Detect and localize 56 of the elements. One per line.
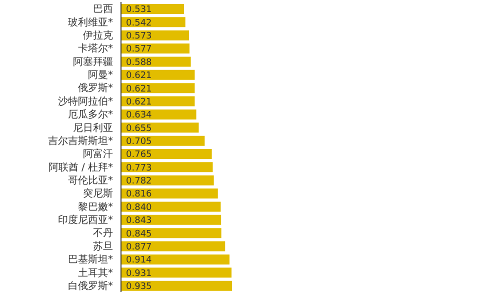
y-tick-label: 印度尼西亚*	[58, 214, 113, 226]
data-label: 0.840	[126, 202, 152, 213]
data-label: 0.531	[126, 5, 152, 16]
y-tick-label: 俄罗斯*	[78, 82, 113, 94]
y-tick-label: 尼日利亚	[73, 122, 113, 134]
data-label: 0.773	[126, 163, 152, 174]
y-tick-label: 哥伦比亚*	[68, 174, 113, 187]
bar	[121, 149, 212, 159]
data-label: 0.542	[126, 18, 152, 28]
data-label: 0.931	[126, 268, 152, 279]
data-label: 0.816	[126, 190, 152, 200]
data-label: 0.843	[126, 216, 152, 226]
bar	[121, 175, 214, 186]
data-label: 0.705	[126, 137, 152, 148]
data-label: 0.877	[126, 242, 152, 252]
y-tick-label: 巴西	[93, 4, 113, 16]
y-tick-label: 厄瓜多尔*	[68, 108, 113, 121]
bar	[121, 202, 221, 212]
data-label: 0.845	[126, 229, 152, 240]
y-tick-label: 不丹	[93, 228, 113, 240]
y-tick-label: 巴基斯坦*	[68, 254, 113, 266]
y-tick-label: 卡塔尔*	[78, 42, 113, 55]
bar	[121, 214, 222, 225]
y-tick-label: 黎巴嫩*	[78, 200, 113, 213]
data-label: 0.621	[126, 71, 152, 82]
bar	[121, 162, 213, 172]
data-label: 0.573	[126, 32, 152, 42]
data-label: 0.621	[126, 84, 152, 94]
data-label: 0.914	[126, 256, 152, 266]
bar	[121, 254, 230, 264]
y-tick-label: 白俄罗斯*	[68, 280, 113, 292]
bar	[121, 268, 232, 278]
y-tick-label: 玻利维亚*	[68, 16, 113, 28]
y-tick-label: 沙特阿拉伯*	[58, 95, 113, 108]
bar	[121, 241, 226, 252]
data-label: 0.782	[126, 176, 152, 187]
data-label: 0.655	[126, 124, 152, 134]
data-label: 0.935	[126, 282, 152, 292]
y-tick-label: 阿塞拜疆	[73, 56, 113, 68]
y-tick-label: 突尼斯	[83, 188, 113, 200]
data-label: 0.765	[126, 150, 152, 160]
y-tick-label: 苏旦	[93, 240, 113, 252]
y-tick-label: 阿曼*	[88, 70, 113, 82]
data-label: 0.577	[126, 44, 152, 55]
bar	[121, 280, 232, 291]
y-tick-label: 伊拉克	[83, 30, 113, 42]
data-label: 0.621	[126, 97, 152, 108]
bar	[121, 188, 218, 199]
data-label: 0.634	[126, 110, 152, 121]
bar	[121, 228, 222, 238]
y-tick-label: 土耳其*	[78, 266, 113, 279]
y-tick-label: 阿富汗	[83, 148, 113, 160]
y-tick-label: 吉尔吉斯斯坦*	[48, 134, 113, 147]
y-tick-label: 阿联酋 / 杜拜*	[48, 161, 113, 174]
bar	[121, 136, 205, 146]
data-label: 0.588	[126, 58, 152, 68]
